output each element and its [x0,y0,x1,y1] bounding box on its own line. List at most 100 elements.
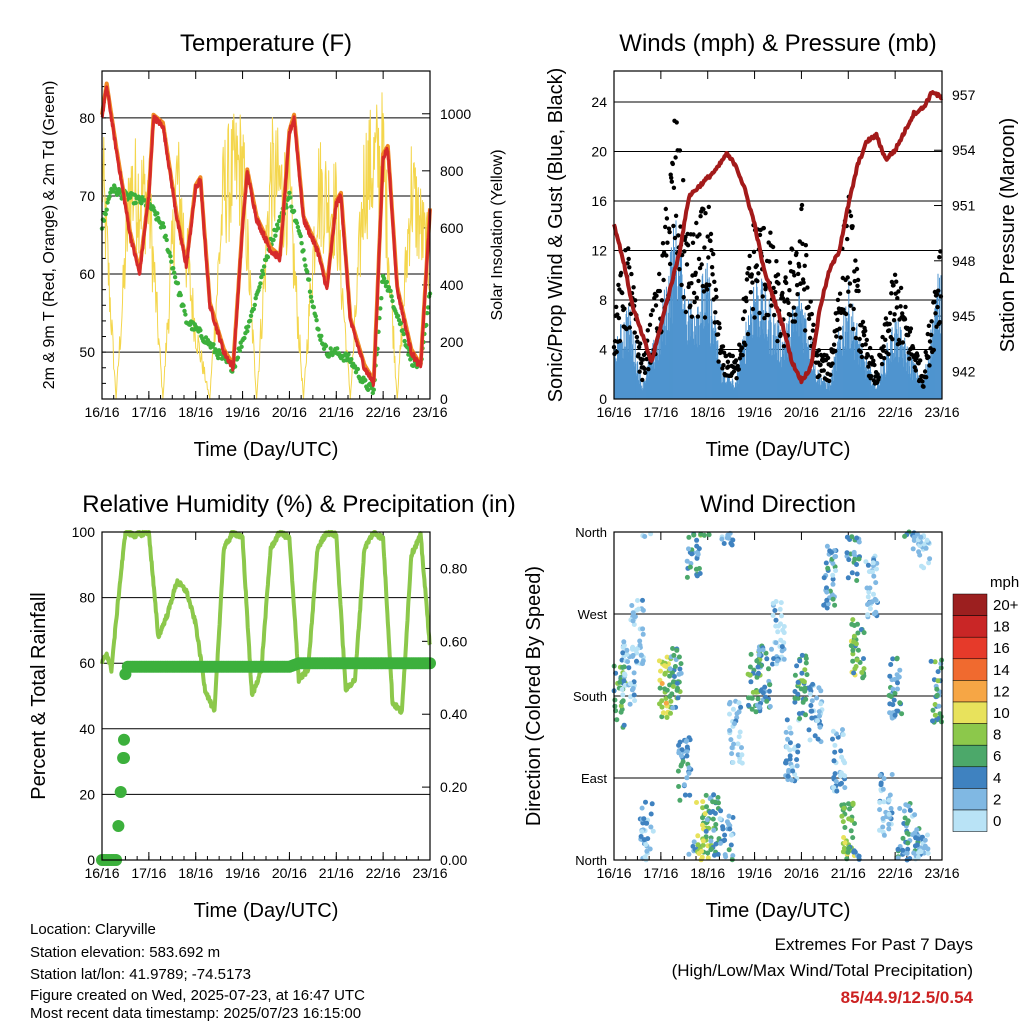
dewpoint-point [425,310,430,316]
gust-point [760,294,765,299]
gust-point [772,312,777,318]
dewpoint-point [172,270,177,275]
dewpoint-point [261,271,266,277]
gust-point [857,336,862,342]
direction-point [647,846,653,852]
gust-point [887,321,892,327]
direction-point [729,542,735,548]
direction-point [668,698,674,704]
direction-point [711,792,717,798]
direction-point [694,555,700,561]
gust-point [715,332,721,337]
gust-point [695,314,701,319]
direction-point [854,535,860,541]
direction-point [677,666,683,672]
gust-point [838,335,843,340]
direction-point [910,546,916,552]
direction-point [637,642,643,648]
dewpoint-point [319,333,324,339]
gust-point [867,345,873,351]
gust-point [843,311,849,317]
dewpoint-point [239,344,244,349]
direction-point [830,576,836,582]
gust-point [703,211,708,216]
direction-point [818,701,824,707]
gust-point [628,311,634,316]
gust-point [846,289,851,294]
panel-humidity: 0 20 40 60 80 100 16/16 17/16 18/16 19/16 20/16 21/… [28,491,516,922]
rh-line [100,530,432,715]
y-tick-label: West [578,607,608,622]
direction-point [662,663,667,669]
direction-point [620,692,626,698]
dewpoint-point [211,342,216,347]
direction-point [748,651,754,657]
direction-point [684,558,690,564]
direction-point [640,597,645,603]
direction-point [790,768,796,774]
dewpoint-point [127,195,133,200]
gust-point [684,262,690,267]
dewpoint-point [306,277,312,282]
gust-point [672,235,678,241]
precip-point [118,733,130,746]
direction-point [834,788,840,794]
dewpoint-point [390,298,395,304]
direction-point [749,706,755,712]
gust-point [648,312,654,318]
gust-point [882,356,887,361]
direction-point [823,560,829,566]
colorbar-label: 10 [993,705,1010,722]
direction-point [856,539,862,545]
y2-tick-label: 0.20 [440,779,467,795]
direction-point [853,641,859,647]
gust-point [742,309,747,314]
gust-point [757,232,763,238]
direction-point [856,556,862,562]
gust-point [910,345,916,351]
direction-point [817,724,823,730]
gust-point [654,293,659,298]
gust-point [710,272,715,277]
dewpoint-point [349,357,354,362]
direction-point [728,832,734,838]
direction-point [730,706,736,712]
gust-point [691,290,697,296]
direction-point [657,701,662,707]
gust-point [708,238,713,244]
gust-point [768,230,773,235]
gust-point [811,322,816,327]
y2-tick-label: 0.00 [440,852,467,868]
y-tick-label: 100 [72,524,96,540]
direction-point [878,780,884,786]
direction-point [838,748,844,754]
direction-point [840,758,846,764]
dewpoint-point [313,313,318,319]
gust-point [629,271,634,277]
gust-point [636,344,642,350]
direction-point [799,670,805,676]
gust-point [853,335,859,341]
gust-point [889,291,894,296]
gust-point [855,277,861,283]
gust-point [683,309,689,315]
dewpoint-point [301,248,306,253]
direction-point [840,727,845,733]
direction-point [796,711,802,717]
direction-point [639,829,645,835]
direction-point [715,851,721,857]
direction-point [747,664,753,670]
direction-point [700,799,706,805]
y-tick-label: South [573,689,607,704]
gust-point [802,287,807,292]
y2-tick-label: 951 [952,198,976,214]
direction-point [926,560,932,566]
direction-point [726,847,732,853]
direction-point [766,666,771,672]
direction-point [730,537,736,543]
direction-point [680,759,686,765]
gust-point [697,265,703,271]
direction-point [684,749,690,755]
dewpoint-point [346,352,351,357]
gust-point [646,367,651,372]
